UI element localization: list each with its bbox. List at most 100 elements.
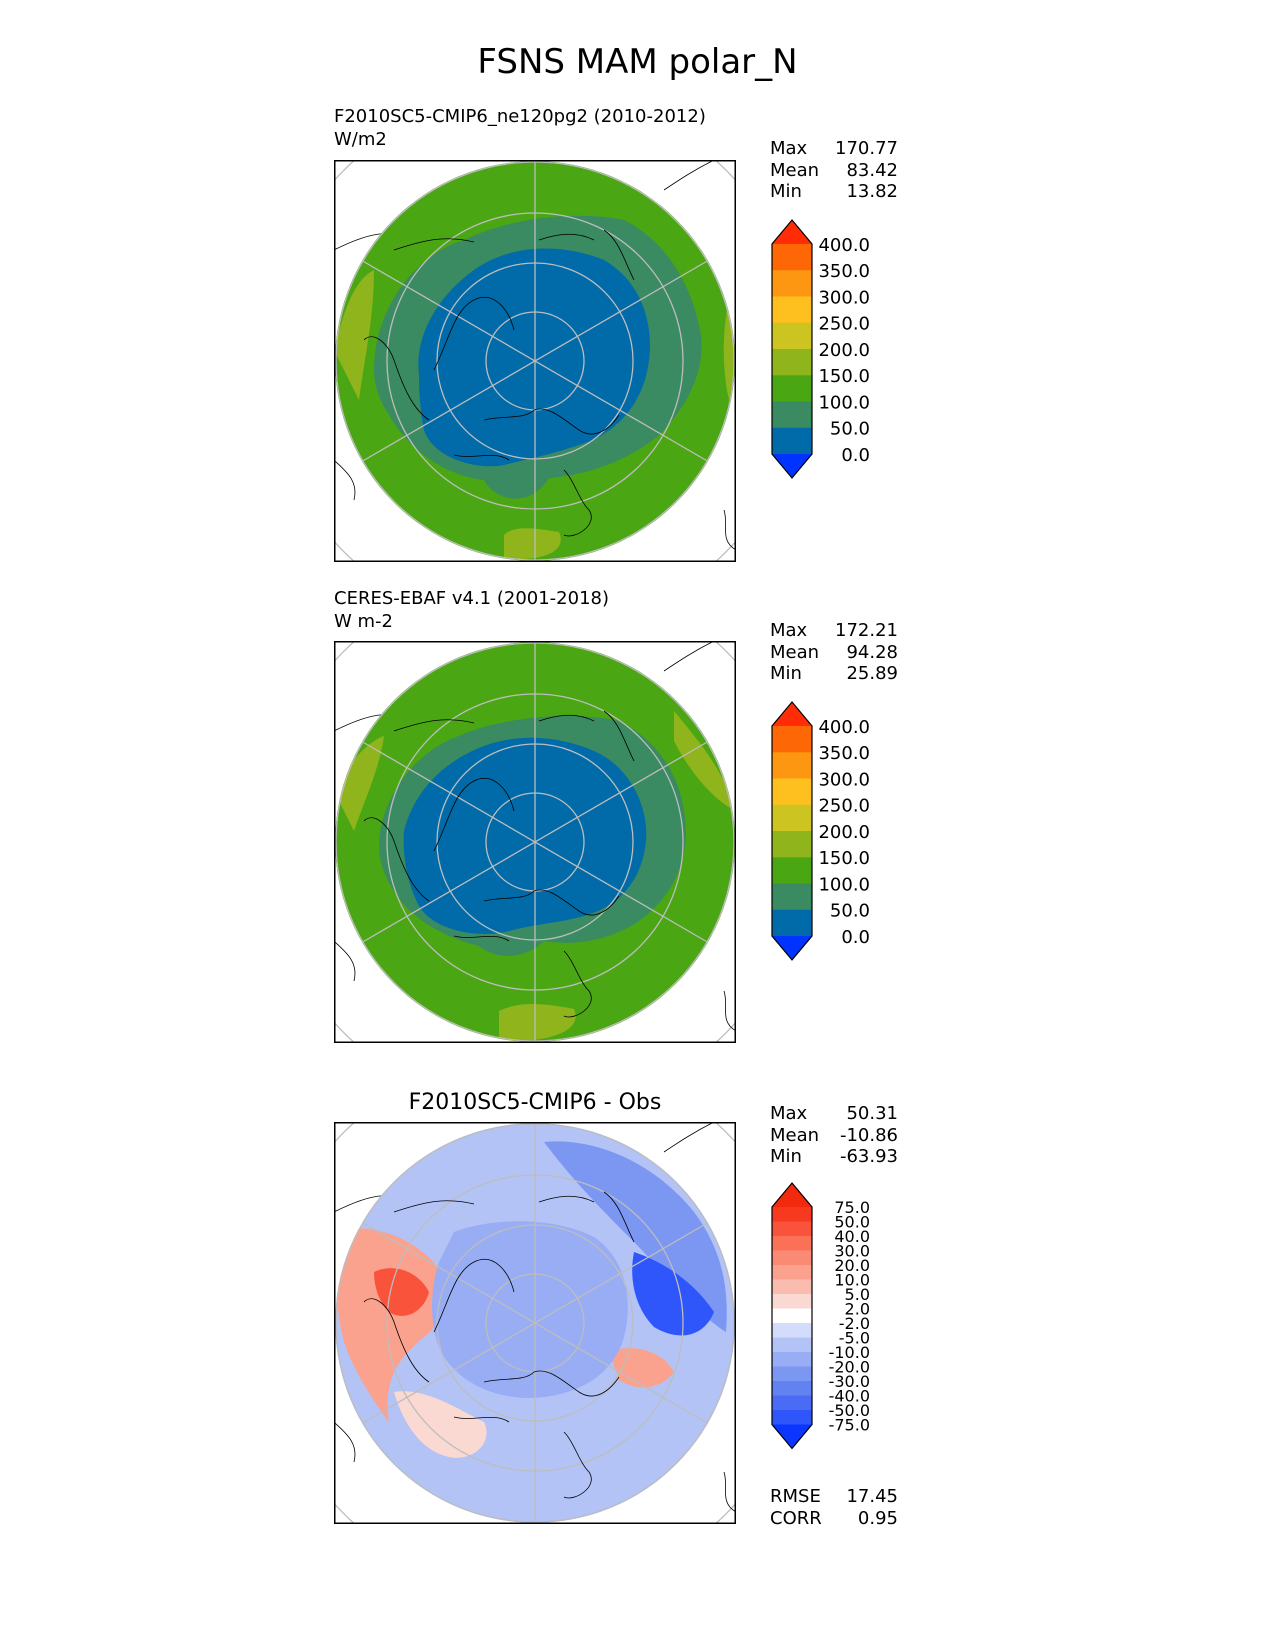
panel3-stat-label: Min	[770, 1146, 802, 1167]
colorbar-extend-max	[772, 1183, 812, 1207]
colorbar-extend-min	[772, 454, 812, 478]
colorbar-tick-label: 350.0	[818, 261, 870, 282]
panel3-stat-value: 50.31	[846, 1103, 898, 1124]
colorbar-extend-max	[772, 220, 812, 244]
panel3-stat-label: Mean	[770, 1124, 820, 1146]
panel3-metric-value: 17.45	[846, 1486, 898, 1507]
colorbar-band	[772, 244, 812, 271]
colorbar-extend-max	[772, 702, 812, 726]
colorbar-tick-label: 2.0	[845, 1300, 870, 1319]
panel1-title: F2010SC5-CMIP6_ne120pg2 (2010-2012)	[334, 106, 706, 127]
panel2-title: CERES-EBAF v4.1 (2001-2018)	[334, 588, 610, 609]
colorbar-tick-label: 250.0	[818, 314, 870, 335]
colorbar-tick-label: 75.0	[834, 1198, 870, 1217]
colorbar-tick-label: -75.0	[829, 1416, 870, 1435]
panel1-stat-label: Min	[770, 181, 802, 202]
panel2-stats: Max 172.21 Mean 94.28 Min 25.89	[770, 620, 898, 685]
panel2-field-200-northeast	[674, 711, 735, 811]
colorbar-outline	[771, 701, 813, 961]
colorbar-band	[772, 726, 812, 753]
panel2-stat-value: 94.28	[846, 641, 898, 663]
colorbar-extend-min	[772, 1424, 812, 1449]
panel1-stat-value: 13.82	[846, 181, 898, 202]
colorbar-band	[772, 1221, 812, 1237]
colorbar-tick-label: 50.0	[834, 1213, 870, 1232]
colorbar-band	[772, 1207, 812, 1222]
panel1-map	[334, 160, 736, 562]
panel2-map	[334, 641, 736, 1043]
panel3-stat-value: -10.86	[839, 1124, 898, 1146]
panel2-field-200-west	[335, 736, 384, 831]
panel2-stat-label: Mean	[770, 641, 820, 663]
colorbar-outline	[771, 1182, 813, 1450]
colorbar-band	[772, 1250, 812, 1266]
panel1-stat-label: Mean	[770, 159, 820, 181]
panel1-field-200-south	[504, 528, 561, 560]
colorbar-tick-label: 350.0	[818, 743, 870, 764]
colorbar-band	[772, 427, 812, 455]
colorbar-tick-label: 0.0	[841, 927, 870, 948]
colorbar-band	[772, 857, 812, 884]
colorbar-tick-label: 100.0	[818, 392, 870, 413]
colorbar-band	[772, 322, 812, 350]
panel3-field-pos20-west	[335, 1228, 445, 1422]
colorbar-band	[772, 270, 812, 297]
panel2-frame	[334, 641, 736, 1043]
panel1-colorbar: 400.0 350.0 300.0 250.0 200.0 150.0 100.0 50.0 0…	[771, 219, 870, 479]
panel2-units: W m-2	[334, 611, 394, 632]
colorbar-band	[772, 296, 812, 324]
panel1-stat-value: 83.42	[846, 159, 898, 181]
colorbar-band	[772, 804, 812, 832]
colorbar-tick-label: 400.0	[818, 235, 870, 256]
colorbar-tick-label: -5.0	[839, 1329, 870, 1348]
colorbar-tick-label: 0.0	[841, 445, 870, 466]
colorbar-band	[772, 1352, 812, 1367]
panel1-stat-label: Max	[770, 138, 808, 159]
colorbar-tick-label: 150.0	[818, 366, 870, 387]
panel3-title: F2010SC5-CMIP6 - Obs	[408, 1090, 662, 1115]
panel1-frame	[334, 160, 736, 562]
panel3-colorbar: 75.050.040.030.020.010.05.02.0-2.0-5.0-1…	[771, 1182, 870, 1450]
panel2-stat-value: 25.89	[846, 663, 898, 684]
colorbar-tick-label: -20.0	[829, 1358, 870, 1377]
colorbar-band	[772, 883, 812, 911]
colorbar-band	[772, 1308, 812, 1324]
panel2-coastlines	[363, 710, 635, 1018]
colorbar-tick-label: 200.0	[818, 822, 870, 843]
colorbar-tick-label: -50.0	[829, 1401, 870, 1420]
panel3-map	[334, 1122, 736, 1524]
colorbar-band	[772, 401, 812, 429]
panel1-field-200-east	[723, 300, 735, 400]
panel1-units: W/m2	[334, 129, 387, 150]
colorbar-tick-label: 300.0	[818, 287, 870, 308]
colorbar-band	[772, 1323, 812, 1338]
colorbar-band	[772, 349, 812, 376]
colorbar-tick-label: 5.0	[845, 1285, 870, 1304]
panel3-frame	[334, 1122, 736, 1524]
panel1-coastlines	[363, 229, 635, 537]
panel2-colorbar: 400.0 350.0 300.0 250.0 200.0 150.0 100.0 50.0 0…	[771, 701, 870, 961]
colorbar-tick-label: -40.0	[829, 1387, 870, 1406]
panel2-stat-value: 172.21	[835, 620, 898, 641]
panel3-metrics: RMSE 17.45 CORR 0.95	[770, 1486, 898, 1529]
colorbar-band	[772, 1265, 812, 1280]
colorbar-tick-label: 30.0	[834, 1242, 870, 1261]
colorbar-tick-label: 40.0	[834, 1227, 870, 1246]
colorbar-band	[772, 1279, 812, 1295]
colorbar-tick-label: 100.0	[818, 874, 870, 895]
colorbar-band	[772, 909, 812, 937]
colorbar-tick-label: 400.0	[818, 717, 870, 738]
panel2-stat-label: Min	[770, 663, 802, 684]
colorbar-tick-label: 10.0	[834, 1271, 870, 1290]
colorbar-band	[772, 1381, 812, 1396]
panel3-field-pos5-south	[394, 1391, 487, 1458]
colorbar-tick-label: -2.0	[839, 1314, 870, 1333]
panel3-stat-value: -63.93	[839, 1146, 898, 1167]
colorbar-band	[772, 752, 812, 779]
panel3-field-neg50	[632, 1252, 714, 1336]
panel3-coastlines	[363, 1191, 635, 1499]
colorbar-band	[772, 1236, 812, 1251]
colorbar-tick-label: 200.0	[818, 340, 870, 361]
colorbar-tick-label: -10.0	[829, 1343, 870, 1362]
panel3-metric-value: 0.95	[857, 1507, 898, 1529]
